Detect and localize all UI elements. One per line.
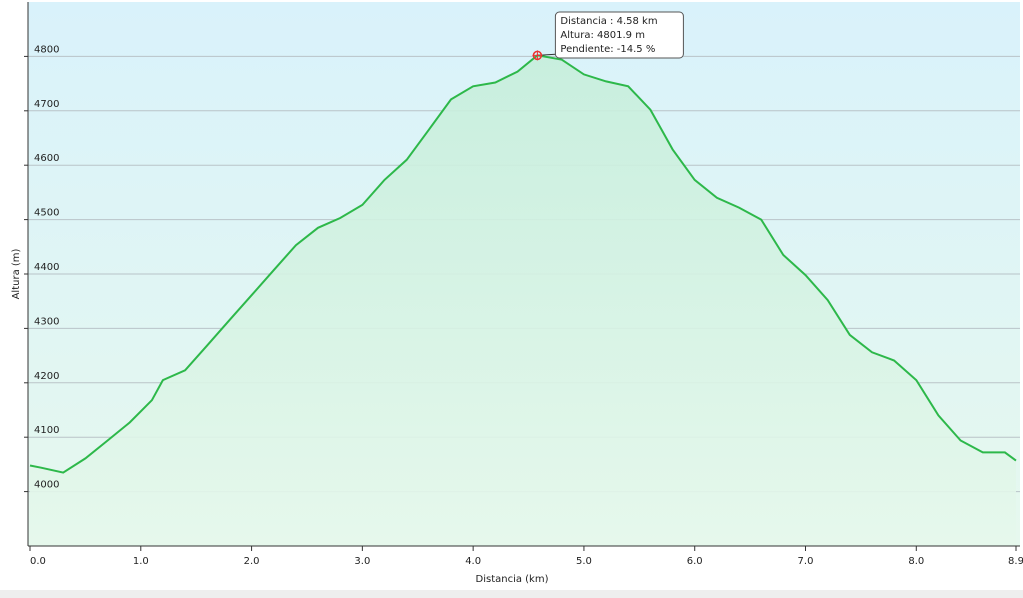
y-tick-label: 4500 <box>34 208 59 219</box>
y-tick-label: 4200 <box>34 371 59 382</box>
y-tick-label: 4300 <box>34 316 59 327</box>
tooltip-box <box>554 11 684 59</box>
x-tick-label: 2.0 <box>244 556 260 567</box>
tooltip-text: Distancia : 4.58 km <box>560 16 657 27</box>
x-tick-label: 8.9 <box>1008 556 1023 567</box>
y-tick-label: 4100 <box>34 425 59 436</box>
y-axis-title: Altura (m) <box>11 248 22 299</box>
x-tick-label: 6.0 <box>687 556 703 567</box>
x-tick-label: 1.0 <box>133 556 149 567</box>
x-tick-label: 3.0 <box>354 556 370 567</box>
footer-strip <box>0 590 1023 598</box>
tooltip-text: Pendiente: -14.5 % <box>560 44 655 55</box>
x-tick-label: 5.0 <box>576 556 592 567</box>
x-tick-label: 0.0 <box>30 556 46 567</box>
y-tick-label: 4000 <box>34 480 59 491</box>
series <box>29 54 1017 547</box>
area <box>30 55 1016 547</box>
x-tick-label: 7.0 <box>798 556 814 567</box>
y-tick-label: 4400 <box>34 262 59 273</box>
y-tick-label: 4600 <box>34 153 59 164</box>
y-tick-label: 4800 <box>34 44 59 55</box>
point-cross <box>532 50 543 61</box>
tooltip: Distancia : 4.58 km Altura: 4801.9 m Pendi… <box>532 11 684 61</box>
x-tick-label: 4.0 <box>465 556 481 567</box>
x-tick-label: 8.0 <box>908 556 924 567</box>
tooltip-text: Altura: 4801.9 m <box>560 30 645 41</box>
line <box>29 54 1017 474</box>
y-tick-label: 4700 <box>34 99 59 110</box>
x-axis-title: Distancia (km) <box>476 574 549 585</box>
